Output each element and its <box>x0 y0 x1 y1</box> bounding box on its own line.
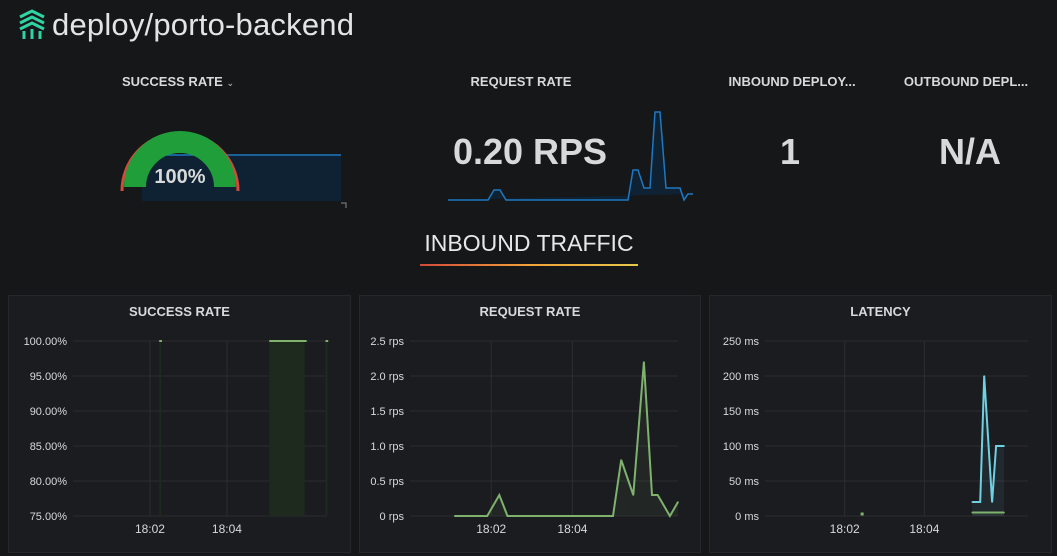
data-point <box>620 459 622 461</box>
panel-title: REQUEST RATE <box>479 304 581 319</box>
data-point <box>506 515 509 517</box>
page-header: deploy/porto-backend <box>16 6 354 44</box>
y-tick-label: 250 ms <box>723 336 760 348</box>
y-tick-label: 0 rps <box>380 511 405 523</box>
section-underline <box>420 264 638 266</box>
success-rate-panel[interactable]: SUCCESS RATE 100.00% 95.00% 90.00% 85.00% 80… <box>8 295 351 553</box>
data-point <box>656 494 659 496</box>
data-point <box>860 512 864 516</box>
series-area <box>159 341 162 516</box>
y-tick-label: 2.5 rps <box>370 336 404 348</box>
success-rate-value: 100% <box>154 166 206 188</box>
inbound-deployments-stat-title: INBOUND DEPLOY... <box>728 74 856 89</box>
request-rate-sparkline <box>448 111 693 202</box>
data-point <box>669 515 671 517</box>
linkerd-logo-icon <box>19 9 45 39</box>
success-rate-label: SUCCESS RATE <box>121 74 223 89</box>
series-line <box>972 375 1005 503</box>
outbound-deployments-value: N/A <box>939 131 1001 172</box>
data-point <box>486 515 488 517</box>
x-tick-label: 18:04 <box>557 522 587 536</box>
data-point <box>971 511 974 514</box>
y-tick-label: 200 ms <box>723 371 760 383</box>
y-tick-label: 0.5 rps <box>370 476 404 488</box>
gauge-sparkline-area <box>142 155 341 201</box>
request-rate-stat-title: REQUEST RATE <box>470 74 572 89</box>
y-tick-label: 1.5 rps <box>370 406 404 418</box>
y-tick-label: 150 ms <box>723 406 760 418</box>
y-tick-label: 1.0 rps <box>370 441 404 453</box>
latency-chart: 250 ms 200 ms 150 ms 100 ms 50 ms 0 ms 18:02 18… <box>723 336 1028 536</box>
outbound-deployments-stat-title: OUTBOUND DEPL... <box>903 74 1029 89</box>
data-point <box>651 494 653 496</box>
y-tick-label: 80.00% <box>30 476 68 488</box>
data-point <box>991 501 993 503</box>
latency-panel[interactable]: LATENCY 250 ms 200 ms 150 ms 100 ms 50 ms 0 m… <box>709 295 1052 553</box>
sparkline-line <box>448 111 693 202</box>
data-point <box>453 515 456 517</box>
success-rate-gauge <box>120 131 347 208</box>
data-point <box>600 515 602 517</box>
data-point <box>983 375 985 377</box>
data-point <box>979 501 981 503</box>
data-point <box>971 501 974 503</box>
y-tick-label: 2.0 rps <box>370 371 404 383</box>
data-point <box>643 361 645 363</box>
series-area <box>454 362 678 516</box>
x-tick-label: 18:02 <box>135 522 165 536</box>
data-point <box>498 494 501 496</box>
y-tick-label: 100.00% <box>24 336 68 348</box>
resize-handle-icon[interactable] <box>341 202 347 208</box>
data-point <box>677 501 679 503</box>
data-point <box>995 445 997 447</box>
request-rate-panel[interactable]: REQUEST RATE 2.5 rps 2.0 rps 1.5 rps 1.0 rp… <box>359 295 701 553</box>
panel-title: SUCCESS RATE <box>129 304 230 319</box>
section-title: INBOUND TRAFFIC <box>424 230 634 256</box>
success-rate-chart: 100.00% 95.00% 90.00% 85.00% 80.00% 75.00% 18:… <box>24 336 329 536</box>
y-tick-label: 100 ms <box>723 441 760 453</box>
success-rate-stat-title[interactable]: SUCCESS RATE ⌄ <box>120 74 236 89</box>
x-tick-label: 18:04 <box>909 522 939 536</box>
series-area <box>325 341 328 516</box>
panel-title: LATENCY <box>850 304 911 319</box>
y-tick-label: 90.00% <box>30 406 68 418</box>
request-rate-value: 0.20 RPS <box>452 131 608 172</box>
x-tick-label: 18:04 <box>212 522 242 536</box>
gauge-value-arc <box>124 131 236 188</box>
chevron-down-icon[interactable]: ⌄ <box>226 78 235 88</box>
y-tick-label: 85.00% <box>30 441 68 453</box>
x-tick-label: 18:02 <box>476 522 506 536</box>
inbound-deployments-value: 1 <box>779 131 801 172</box>
series-area <box>269 341 305 516</box>
data-point <box>632 494 635 496</box>
y-tick-label: 50 ms <box>729 476 759 488</box>
request-rate-chart: 2.5 rps 2.0 rps 1.5 rps 1.0 rps 0.5 rps 0 rps… <box>370 336 679 536</box>
page-title: deploy/porto-backend <box>52 7 355 42</box>
data-point <box>1003 511 1005 514</box>
y-tick-label: 95.00% <box>30 371 68 383</box>
data-point <box>1003 445 1005 447</box>
x-tick-label: 18:02 <box>830 522 860 536</box>
y-tick-label: 75.00% <box>30 511 68 523</box>
data-point <box>612 515 614 517</box>
y-tick-label: 0 ms <box>735 511 759 523</box>
